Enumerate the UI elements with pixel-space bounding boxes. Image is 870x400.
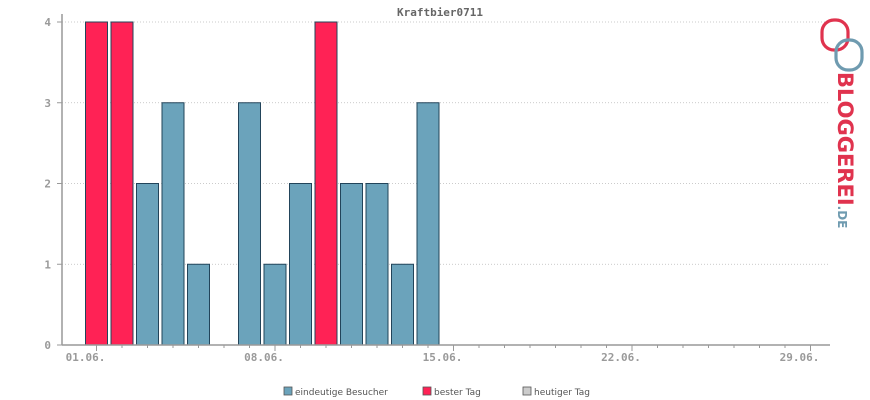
legend-swatch-visitors xyxy=(283,386,293,396)
x-tick-label: 01.06. xyxy=(66,351,106,364)
bar-visitors xyxy=(161,102,185,346)
legend-label-today: heutiger Tag xyxy=(534,388,590,398)
y-tick-label: 2 xyxy=(44,178,51,191)
x-tick-label: 29.06. xyxy=(780,351,820,364)
logo-speech-bubbles-icon xyxy=(820,18,864,72)
bloggerei-logo: BLOGGEREI.DE xyxy=(820,18,864,228)
bar-visitors xyxy=(365,183,389,346)
bar-best-day xyxy=(314,21,338,346)
x-tick-label: 08.06. xyxy=(244,351,284,364)
legend-label-visitors: eindeutige Besucher xyxy=(295,388,388,398)
axes xyxy=(61,14,830,346)
x-tick-label: 15.06. xyxy=(423,351,463,364)
logo-wordmark: BLOGGEREI xyxy=(833,72,857,206)
bar-visitors xyxy=(187,263,210,346)
bar-visitors xyxy=(238,102,261,346)
chart-title: Kraftbier0711 xyxy=(397,6,483,19)
legend-swatch-best-day xyxy=(422,386,432,396)
bar-visitors xyxy=(136,183,159,346)
legend-swatch-today xyxy=(522,386,532,396)
svg-text:BLOGGEREI.DE: BLOGGEREI.DE xyxy=(833,72,857,228)
logo-suffix: .DE xyxy=(835,206,849,229)
bar-best-day xyxy=(85,21,108,346)
y-tick-label: 3 xyxy=(44,97,51,110)
bar-visitors xyxy=(289,183,312,346)
x-tick-label: 22.06. xyxy=(601,351,641,364)
y-tick-label: 4 xyxy=(44,16,51,29)
x-axis-ticks: 01.06. 08.06. 15.06. 22.06. 29.06. xyxy=(66,345,820,364)
bar-visitors xyxy=(340,183,363,346)
grid-lines xyxy=(62,21,830,265)
legend-label-best-day: bester Tag xyxy=(434,388,481,398)
bar-visitors xyxy=(416,102,440,346)
legend: eindeutige Besucher bester Tag heutiger … xyxy=(283,386,590,398)
bars xyxy=(85,21,440,346)
y-tick-label: 1 xyxy=(44,258,51,271)
bar-visitors xyxy=(391,263,414,346)
bar-best-day xyxy=(110,21,134,346)
bar-visitors xyxy=(263,263,287,346)
y-axis-ticks: 0 1 2 3 4 xyxy=(44,16,62,352)
y-tick-label: 0 xyxy=(44,339,51,352)
